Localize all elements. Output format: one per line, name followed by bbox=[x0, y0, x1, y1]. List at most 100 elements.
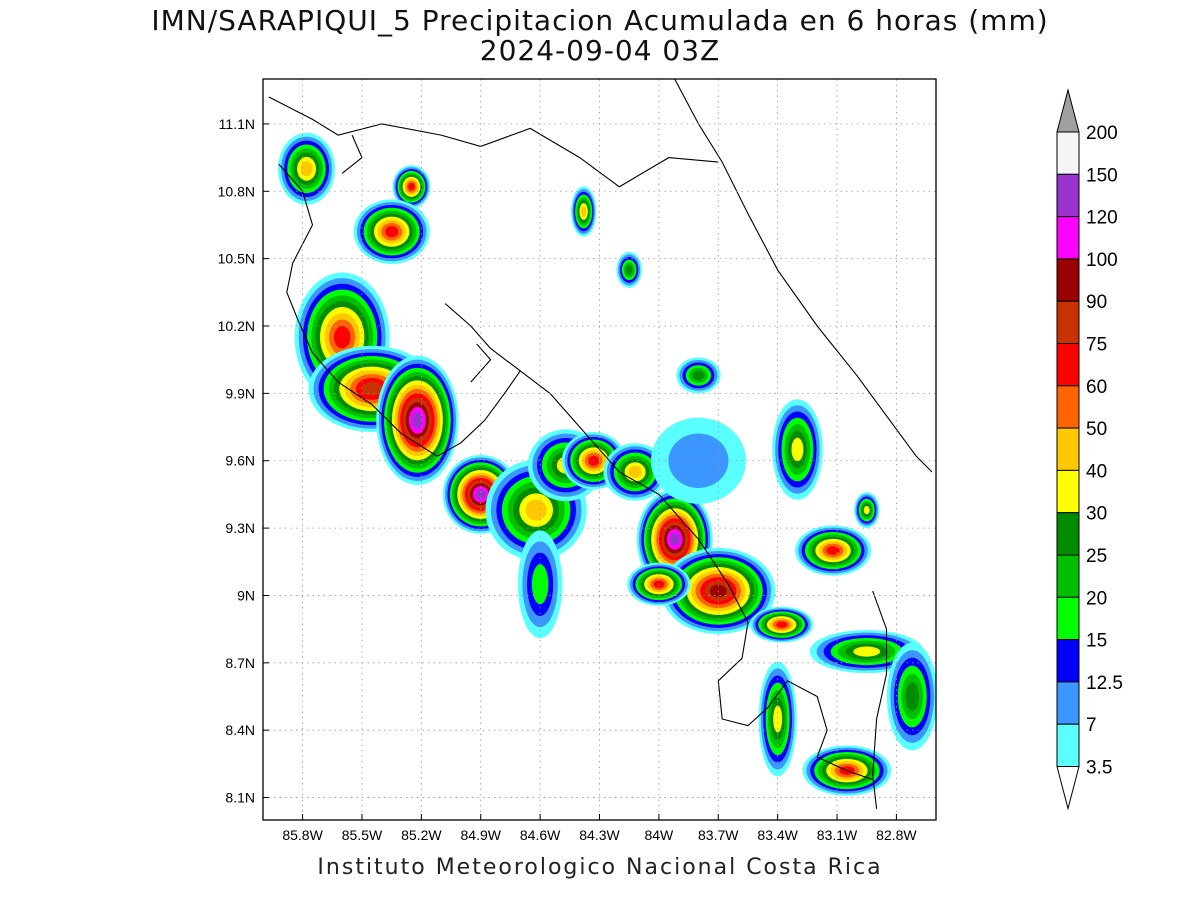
precip-cell bbox=[627, 562, 691, 606]
lon-tick-label: 84.9W bbox=[461, 827, 502, 843]
lat-tick-label: 9N bbox=[237, 587, 255, 603]
lon-tick-label: 82.8W bbox=[876, 827, 917, 843]
precip-cell bbox=[772, 399, 823, 500]
lat-tick-label: 10.8N bbox=[218, 183, 255, 199]
precip-contour bbox=[385, 226, 399, 238]
latitude-axis: 11.1N 10.8N 10.5N 10.2N 9.9N 9.6N 9.3N 9N 8.7N 8.… bbox=[218, 116, 269, 806]
colorbar-swatch bbox=[1056, 258, 1080, 302]
precip-cell bbox=[353, 199, 430, 265]
colorbar-bottom-arrow bbox=[1056, 766, 1080, 811]
colorbar-label: 150 bbox=[1086, 165, 1118, 186]
precip-contour bbox=[361, 381, 382, 396]
precip-contour bbox=[300, 161, 313, 177]
colorbar-swatch bbox=[1056, 639, 1080, 683]
map-title: IMN/SARAPIQUI_5 Precipitacion Acumulada … bbox=[151, 4, 1049, 37]
colorbar-swatch bbox=[1056, 131, 1080, 175]
coastline bbox=[268, 96, 719, 188]
colorbar-swatch bbox=[1056, 723, 1080, 768]
precip-cell bbox=[854, 492, 880, 529]
colorbar-swatch bbox=[1056, 385, 1080, 429]
map-subtitle-datetime: 2024-09-04 03Z bbox=[479, 34, 721, 67]
lon-tick-label: 83.7W bbox=[698, 827, 739, 843]
coastline bbox=[470, 343, 492, 383]
colorbar-label: 200 bbox=[1086, 123, 1118, 144]
precip-cell bbox=[278, 132, 336, 205]
colorbar-top-arrow bbox=[1056, 88, 1080, 133]
lon-tick-label: 84W bbox=[644, 827, 674, 843]
precip-contour bbox=[791, 437, 804, 462]
colorbar-swatch bbox=[1056, 512, 1080, 556]
precip-cell bbox=[570, 186, 597, 237]
coastline bbox=[278, 163, 522, 457]
coastline bbox=[519, 370, 873, 781]
colorbar-swatch bbox=[1056, 681, 1080, 725]
colorbar-label: 90 bbox=[1086, 292, 1107, 313]
precip-contour bbox=[863, 505, 870, 515]
colorbar-label: 50 bbox=[1086, 419, 1107, 440]
footer-credit: Instituto Meteorologico Nacional Costa R… bbox=[317, 855, 883, 880]
lat-tick-label: 9.3N bbox=[225, 520, 255, 536]
precip-contour bbox=[905, 682, 920, 711]
precip-cell bbox=[886, 642, 936, 751]
colorbar-label: 15 bbox=[1086, 631, 1107, 652]
lat-tick-label: 8.4N bbox=[225, 722, 255, 738]
coastline bbox=[872, 590, 888, 809]
precip-cell bbox=[392, 165, 431, 209]
graticule-grid bbox=[263, 79, 936, 820]
lat-tick-label: 10.2N bbox=[218, 318, 255, 334]
precip-contour bbox=[692, 370, 705, 381]
colorbar-swatch bbox=[1056, 173, 1080, 218]
colorbar-swatch bbox=[1056, 554, 1080, 598]
precipitation-field bbox=[278, 132, 936, 796]
colorbar-label: 20 bbox=[1086, 588, 1107, 609]
colorbar-label: 12.5 bbox=[1086, 673, 1123, 694]
colorbar-label: 25 bbox=[1086, 546, 1107, 567]
precip-contour bbox=[653, 580, 665, 588]
colorbar-label: 40 bbox=[1086, 461, 1107, 482]
precip-contour bbox=[669, 532, 680, 546]
precip-cell bbox=[809, 630, 924, 674]
precip-contour bbox=[475, 489, 486, 500]
colorbar-label: 7 bbox=[1086, 715, 1097, 736]
colorbar-swatch bbox=[1056, 216, 1080, 260]
precip-cell bbox=[758, 661, 797, 777]
coastline bbox=[341, 134, 363, 174]
colorbar-swatch bbox=[1056, 343, 1080, 387]
precip-contour bbox=[776, 621, 788, 628]
precip-contour bbox=[581, 206, 587, 217]
lon-tick-label: 85.5W bbox=[342, 827, 383, 843]
colorbar-label: 120 bbox=[1086, 208, 1118, 229]
lon-tick-label: 84.6W bbox=[520, 827, 561, 843]
colorbar-label: 100 bbox=[1086, 250, 1118, 271]
lon-tick-label: 85.2W bbox=[401, 827, 442, 843]
lon-tick-label: 83.4W bbox=[757, 827, 798, 843]
precip-contour bbox=[333, 326, 351, 349]
precip-contour bbox=[628, 465, 642, 478]
lat-tick-label: 11.1N bbox=[219, 116, 255, 132]
precip-contour bbox=[531, 564, 549, 605]
precip-contour bbox=[826, 546, 840, 555]
colorbar-legend: 200 150 120 100 90 75 60 50 40 30 25 20 15 12.5 7 3.5 bbox=[1056, 88, 1123, 811]
precip-cell bbox=[676, 357, 721, 394]
precip-contour bbox=[773, 705, 783, 733]
precip-cell bbox=[603, 443, 667, 501]
colorbar-swatch bbox=[1056, 300, 1080, 345]
precip-cell bbox=[517, 530, 563, 639]
colorbar-label: 75 bbox=[1086, 335, 1107, 356]
colorbar-swatch bbox=[1056, 469, 1080, 514]
lon-tick-label: 83.1W bbox=[817, 827, 858, 843]
lat-tick-label: 9.6N bbox=[225, 453, 255, 469]
lon-tick-label: 84.3W bbox=[579, 827, 620, 843]
precip-contour bbox=[525, 499, 547, 521]
precip-cell bbox=[795, 525, 872, 576]
lon-tick-label: 85.8W bbox=[282, 827, 323, 843]
colorbar-label: 30 bbox=[1086, 504, 1107, 525]
lat-tick-label: 9.9N bbox=[225, 385, 255, 401]
precip-cell bbox=[616, 251, 642, 288]
precip-contour bbox=[412, 411, 423, 429]
precip-contour bbox=[408, 183, 415, 191]
precip-cell bbox=[749, 606, 814, 643]
colorbar-label: 3.5 bbox=[1086, 758, 1112, 779]
longitude-axis: 85.8W 85.5W 85.2W 84.9W 84.6W 84.3W 84W 83.7W 83… bbox=[282, 814, 917, 843]
